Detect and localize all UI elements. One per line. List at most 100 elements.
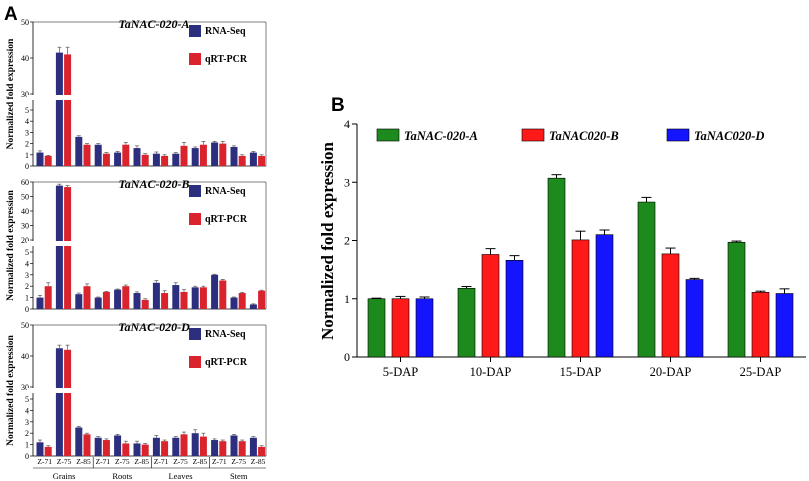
y-tick-label: 3 <box>25 418 29 427</box>
rna-seq-bar <box>114 435 122 456</box>
rna-seq-bar <box>55 185 63 309</box>
y-tick-label: 0 <box>25 452 29 461</box>
rna-seq-bar <box>249 152 257 166</box>
y-tick-label: 50 <box>21 18 29 27</box>
legend-label-rna-seq: RNA-Seq <box>205 329 246 340</box>
y-axis-label: Normalized fold expression <box>6 334 16 445</box>
x-tick-label: Z-85 <box>251 457 266 466</box>
qrt-pcr-bar <box>180 434 188 456</box>
x-tick-label: Z-71 <box>37 457 52 466</box>
y-tick-label: 2 <box>25 429 29 438</box>
rna-seq-bar <box>133 293 141 309</box>
x-tick-label: Z-75 <box>115 457 130 466</box>
x-tick-label: 20-DAP <box>650 365 692 379</box>
qrt-pcr-bar <box>219 280 227 309</box>
chart-tanac-020-d: 0 1 2 3 4 5 30 40 50 TaNAC-020-D RNA-Seq qRT-PCR Nor… <box>6 320 267 461</box>
rna-seq-bar <box>114 289 122 309</box>
red-bar <box>571 239 590 358</box>
qrt-pcr-bar <box>83 144 91 166</box>
bar-break <box>55 241 73 246</box>
rna-seq-bar <box>230 297 238 309</box>
qrt-pcr-bar <box>122 144 130 166</box>
y-tick-label: 50 <box>21 193 29 202</box>
qrt-pcr-bar <box>141 154 149 166</box>
rna-seq-bar <box>133 148 141 166</box>
y-tick-label: 40 <box>21 352 29 361</box>
rna-seq-bar <box>211 440 219 456</box>
green-bar <box>367 298 386 358</box>
rna-seq-bar <box>172 437 180 456</box>
green-bar <box>457 287 476 358</box>
qrt-pcr-bar <box>102 153 110 166</box>
y-tick-label: 4 <box>25 117 29 126</box>
panel-b-chart: 0 1 2 3 4 Normalized fold expression 5-DAP 10-D… <box>318 117 806 379</box>
rna-seq-bar <box>36 152 44 166</box>
x-tick-label: Z-75 <box>231 457 246 466</box>
blue-bar <box>505 260 524 358</box>
y-tick-label: 1 <box>25 294 29 303</box>
tissue-label: Roots <box>112 471 132 481</box>
rna-seq-bar <box>133 443 141 456</box>
x-tick-label: Z-71 <box>96 457 111 466</box>
red-bar <box>481 254 500 358</box>
qrt-pcr-bar <box>44 155 52 166</box>
y-tick-label: 5 <box>25 248 29 257</box>
qrt-pcr-bar <box>102 440 110 456</box>
rna-seq-bar <box>152 153 160 166</box>
rna-seq-bar <box>36 297 44 309</box>
green-bar <box>547 177 566 358</box>
bar-break <box>55 95 73 100</box>
qrt-pcr-bar <box>122 443 130 456</box>
qrt-pcr-bar <box>141 444 149 456</box>
y-tick-label: 2 <box>344 234 350 248</box>
qrt-pcr-bar <box>83 286 91 309</box>
chart-tanac-020-a: 0 1 2 3 4 5 30 40 50 TaNAC-020-A RNA-Seq qRT-PCR Nor… <box>6 17 267 171</box>
y-tick-label: 30 <box>21 90 29 99</box>
y-tick-label: 4 <box>25 259 29 268</box>
rna-seq-bar <box>191 148 199 166</box>
x-tick-label: Z-85 <box>134 457 149 466</box>
x-tick-label: 25-DAP <box>740 365 782 379</box>
y-tick-label: 2 <box>25 140 29 149</box>
legend-swatch-2 <box>666 128 690 142</box>
qrt-pcr-bar <box>199 144 207 166</box>
qrt-pcr-bar <box>161 155 169 166</box>
qrt-pcr-bar <box>102 291 110 309</box>
axis-break <box>27 95 67 100</box>
rna-seq-bar <box>230 146 238 166</box>
rna-seq-bar <box>172 153 180 166</box>
panel-a-letter: A <box>4 4 18 25</box>
y-tick-label: 3 <box>344 175 350 189</box>
x-category-labels: Z-71 Z-75 Z-85 Z-71 Z-75 Z-85 Z-71 Z-75 Z-85 Z-71… <box>33 457 266 481</box>
legend-label-1: TaNAC020-B <box>549 129 619 143</box>
y-tick-label: 4 <box>25 406 29 415</box>
x-tick-label: Z-85 <box>76 457 91 466</box>
chart-title: TaNAC-020-B <box>119 177 190 191</box>
qrt-pcr-bar <box>122 286 130 309</box>
qrt-pcr-bar <box>238 441 246 456</box>
panel-b-letter: B <box>331 95 345 116</box>
y-tick-label: 60 <box>21 178 29 187</box>
green-bar <box>637 201 656 358</box>
rna-seq-bar <box>191 287 199 309</box>
y-axis-label: Normalized fold expression <box>6 38 16 149</box>
rna-seq-bar <box>249 304 257 309</box>
y-tick-label: 2 <box>25 282 29 291</box>
qrt-pcr-bar <box>44 286 52 309</box>
y-axis-label: Normalized fold expression <box>318 141 337 340</box>
y-tick-label: 1 <box>25 441 29 450</box>
x-tick-label: 5-DAP <box>383 365 418 379</box>
y-tick-label: 3 <box>25 271 29 280</box>
rna-seq-bar <box>152 282 160 309</box>
legend-label-2: TaNAC020-D <box>694 129 764 143</box>
chart-tanac-020-b: 0 1 2 3 4 5 20 30 40 50 60 TaNAC-020-B RNA-Seq qRT-PC… <box>6 177 267 314</box>
legend-swatch-qrt-pcr <box>189 356 201 368</box>
x-tick-label: Z-71 <box>154 457 169 466</box>
y-tick-label: 3 <box>25 128 29 137</box>
legend-swatch-rna-seq <box>189 25 201 37</box>
legend-swatch-qrt-pcr <box>189 213 201 225</box>
legend-swatch-1 <box>521 128 545 142</box>
qrt-pcr-bar <box>238 293 246 309</box>
